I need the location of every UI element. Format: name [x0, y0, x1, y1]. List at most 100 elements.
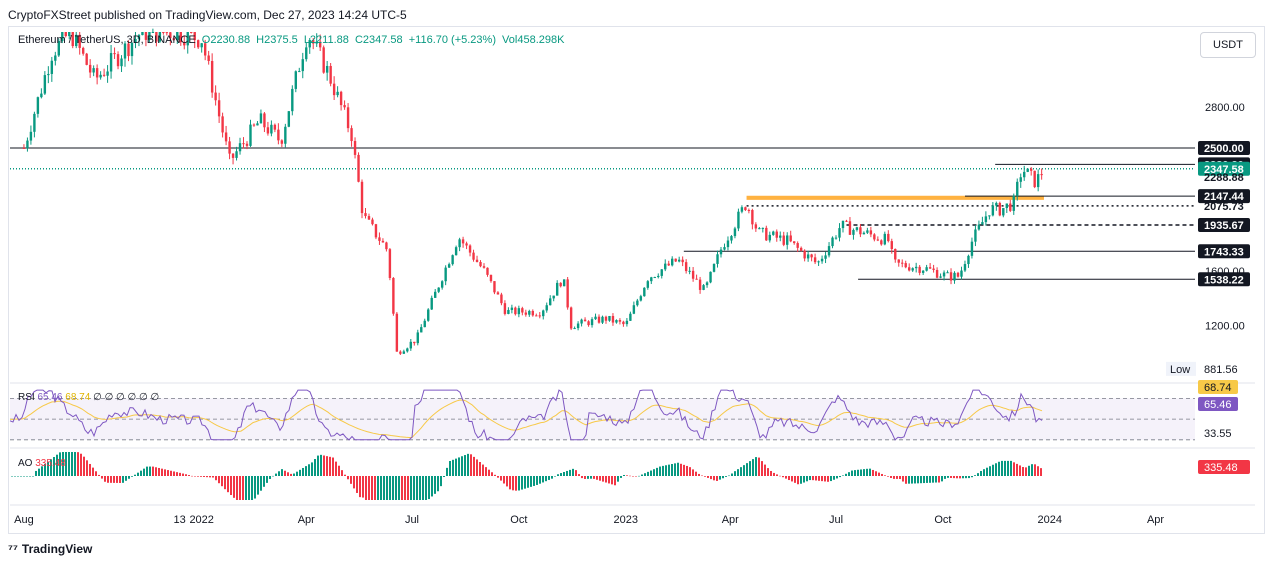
ao-bar [398, 476, 400, 500]
candle-body [294, 71, 297, 89]
rsi-mark-label: 65.46 [1204, 399, 1232, 411]
rsi-mark-bg [1198, 380, 1238, 394]
candle-body [332, 83, 336, 96]
x-tick-label: 2022 [189, 514, 213, 526]
x-tick-label: 2023 [613, 514, 637, 526]
candle-body [169, 32, 172, 39]
candle-body [249, 124, 252, 146]
candle-body [671, 258, 674, 266]
ao-bar [482, 464, 484, 476]
ao-bar [968, 476, 970, 479]
ao-bar [632, 476, 634, 477]
ao-bar [365, 476, 367, 500]
candle-body [385, 242, 388, 250]
ao-bar [902, 476, 904, 482]
ao-bar [608, 476, 610, 484]
ao-bar [71, 452, 73, 476]
candle-body [792, 241, 796, 244]
ao-bar [14, 476, 16, 477]
ao-bar [416, 476, 418, 500]
ao-bar [293, 473, 295, 476]
ao-bar [800, 476, 802, 484]
candle-body [566, 279, 569, 308]
ao-bar [635, 476, 637, 477]
currency-button[interactable]: USDT [1200, 32, 1256, 58]
candle-body [26, 140, 29, 149]
candle-body [897, 259, 900, 263]
candle-body [106, 71, 109, 76]
candle-body [1012, 195, 1015, 211]
candle-body [643, 287, 646, 297]
candle-body [705, 282, 709, 286]
candle-body [601, 316, 604, 323]
ao-bar [569, 469, 571, 476]
ao-bar [905, 476, 907, 484]
ao-bar [149, 466, 151, 476]
candle-body [102, 74, 106, 76]
candle-body [1023, 171, 1026, 178]
candle-body [357, 154, 360, 182]
ao-bar [938, 476, 940, 483]
rsi-ma-line [9, 399, 1043, 438]
x-tick-label: 13 [173, 514, 185, 526]
ao-bar [782, 476, 784, 478]
ao-bar [44, 463, 46, 476]
candle-body [353, 141, 357, 155]
candle-body [22, 148, 26, 149]
candle-body [615, 320, 618, 323]
ao-bar [956, 476, 958, 479]
candle-body [726, 240, 730, 248]
ao-bar [1019, 465, 1021, 476]
price-mark-label: 1743.33 [1204, 246, 1244, 258]
ao-bar [1016, 463, 1018, 476]
ao-bar [155, 467, 157, 476]
candle-body [594, 316, 597, 320]
candle-body [514, 307, 517, 315]
ao-bar [884, 475, 886, 476]
ao-bar [479, 462, 481, 476]
candle-body [580, 319, 583, 324]
candle-body [430, 297, 433, 310]
candle-body [190, 32, 193, 33]
candle-body [54, 55, 57, 61]
candle-body [677, 259, 681, 262]
candle-body [266, 127, 270, 134]
ao-bar [296, 471, 298, 476]
ao-bar [575, 470, 577, 476]
candle-body [454, 247, 458, 256]
ao-bar [788, 476, 790, 481]
candle-body [789, 235, 792, 242]
candle-body [210, 61, 214, 93]
ao-bar [758, 457, 760, 476]
candle-body [664, 263, 667, 270]
ao-bar [806, 476, 808, 482]
ao-bar [509, 476, 511, 490]
ao-bar [260, 476, 262, 491]
candle-body [85, 53, 88, 65]
candle-body [437, 287, 440, 292]
candle-body [374, 224, 378, 238]
candle-body [95, 68, 99, 78]
candle-body [963, 264, 967, 271]
candle-body [507, 309, 510, 314]
ao-bar [272, 475, 274, 477]
ao-bar [770, 470, 772, 476]
ao-bar [821, 476, 823, 482]
candle-body [583, 319, 587, 322]
ao-bar [710, 476, 712, 480]
candle-body [81, 47, 85, 54]
ao-bar [353, 476, 355, 489]
candle-body [486, 267, 489, 275]
ao-bar [1025, 467, 1027, 476]
candle-body [977, 224, 981, 230]
candle-body [277, 129, 280, 141]
candle-body [869, 230, 873, 235]
candle-body [493, 281, 496, 293]
candle-body [521, 308, 524, 313]
candle-body [1016, 181, 1019, 196]
candle-body [378, 237, 381, 241]
candle-body [360, 181, 364, 214]
ao-bar [317, 455, 319, 476]
ao-bar [521, 476, 523, 490]
